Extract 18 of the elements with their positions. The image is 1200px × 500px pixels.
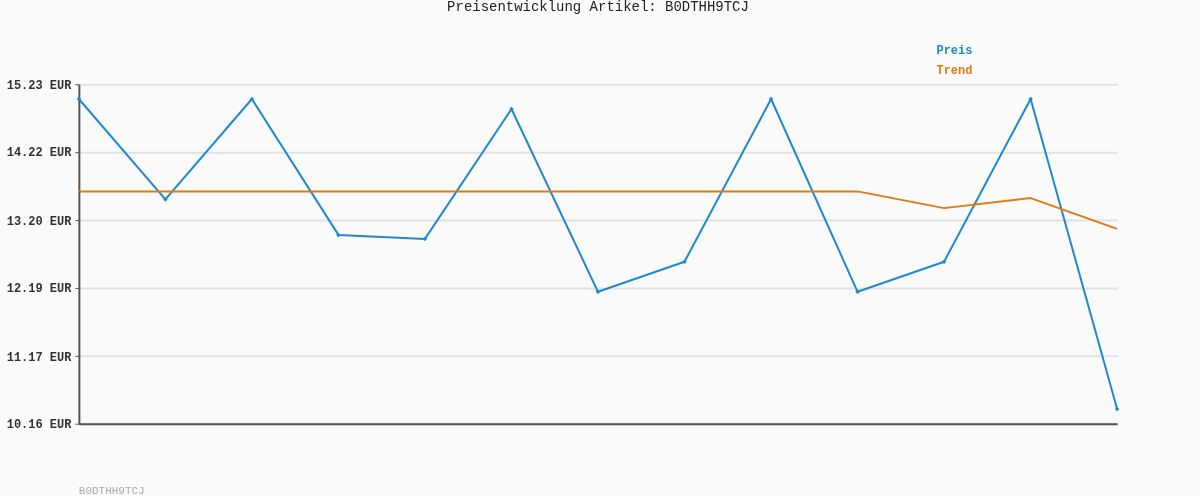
point <box>595 289 601 295</box>
line-series <box>77 190 1119 230</box>
chart-title: Preisentwicklung Artikel: B0DTHH9TCJ <box>447 0 749 16</box>
point <box>422 236 428 242</box>
point <box>76 96 82 102</box>
point <box>1114 406 1120 412</box>
y-tick-label: 10.16 EUR <box>6 418 73 433</box>
text: Preis <box>936 44 973 59</box>
y-tick-label: 11.17 EUR <box>6 350 73 365</box>
text: Trend <box>936 64 973 79</box>
y-tick-label: 14.22 EUR <box>6 146 73 161</box>
y-tick-label: 12.19 EUR <box>6 282 73 297</box>
point <box>249 96 255 102</box>
y-tick-label: 15.23 EUR <box>6 78 73 93</box>
point <box>682 259 687 264</box>
text: B0DTHH9TCJ <box>78 484 145 497</box>
point <box>163 197 168 202</box>
y-tick-label: 13.20 EUR <box>6 214 73 229</box>
